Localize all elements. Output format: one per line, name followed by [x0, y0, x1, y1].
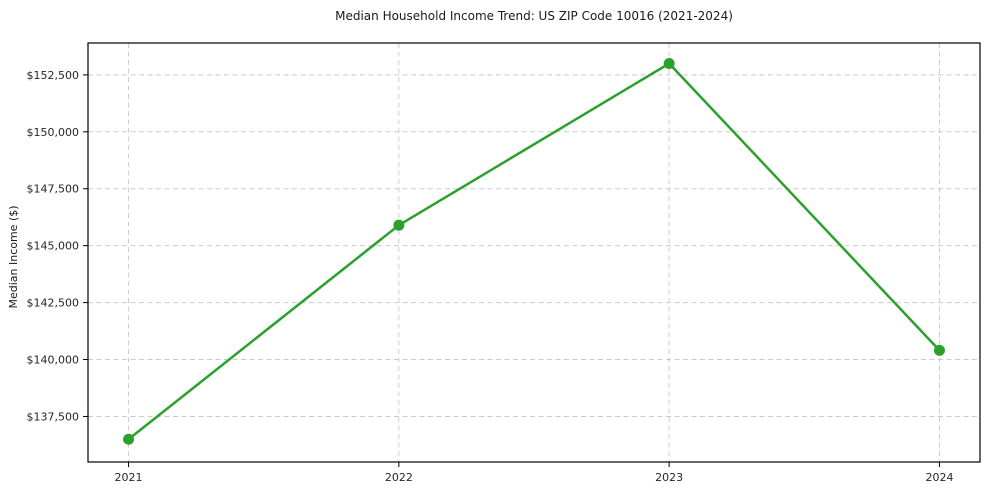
- y-tick-label: $142,500: [27, 297, 80, 310]
- data-point-2024: [933, 344, 945, 356]
- data-point-2023: [663, 57, 675, 69]
- y-tick-label: $137,500: [27, 410, 80, 423]
- x-tick-label: 2024: [925, 471, 953, 484]
- y-tick-label: $150,000: [27, 126, 80, 139]
- chart-title: Median Household Income Trend: US ZIP Co…: [335, 9, 733, 23]
- y-tick-label: $152,500: [27, 69, 80, 82]
- plot-frame: [87, 42, 981, 463]
- y-tick-label: $147,500: [27, 183, 80, 196]
- x-tick-label: 2022: [385, 471, 413, 484]
- data-point-2021: [123, 433, 135, 445]
- data-point-2022: [393, 219, 405, 231]
- x-tick-label: 2021: [115, 471, 143, 484]
- y-tick-label: $140,000: [27, 354, 80, 367]
- x-tick-label: 2023: [655, 471, 683, 484]
- trend-line: [127, 62, 941, 441]
- y-tick-label: $145,000: [27, 240, 80, 253]
